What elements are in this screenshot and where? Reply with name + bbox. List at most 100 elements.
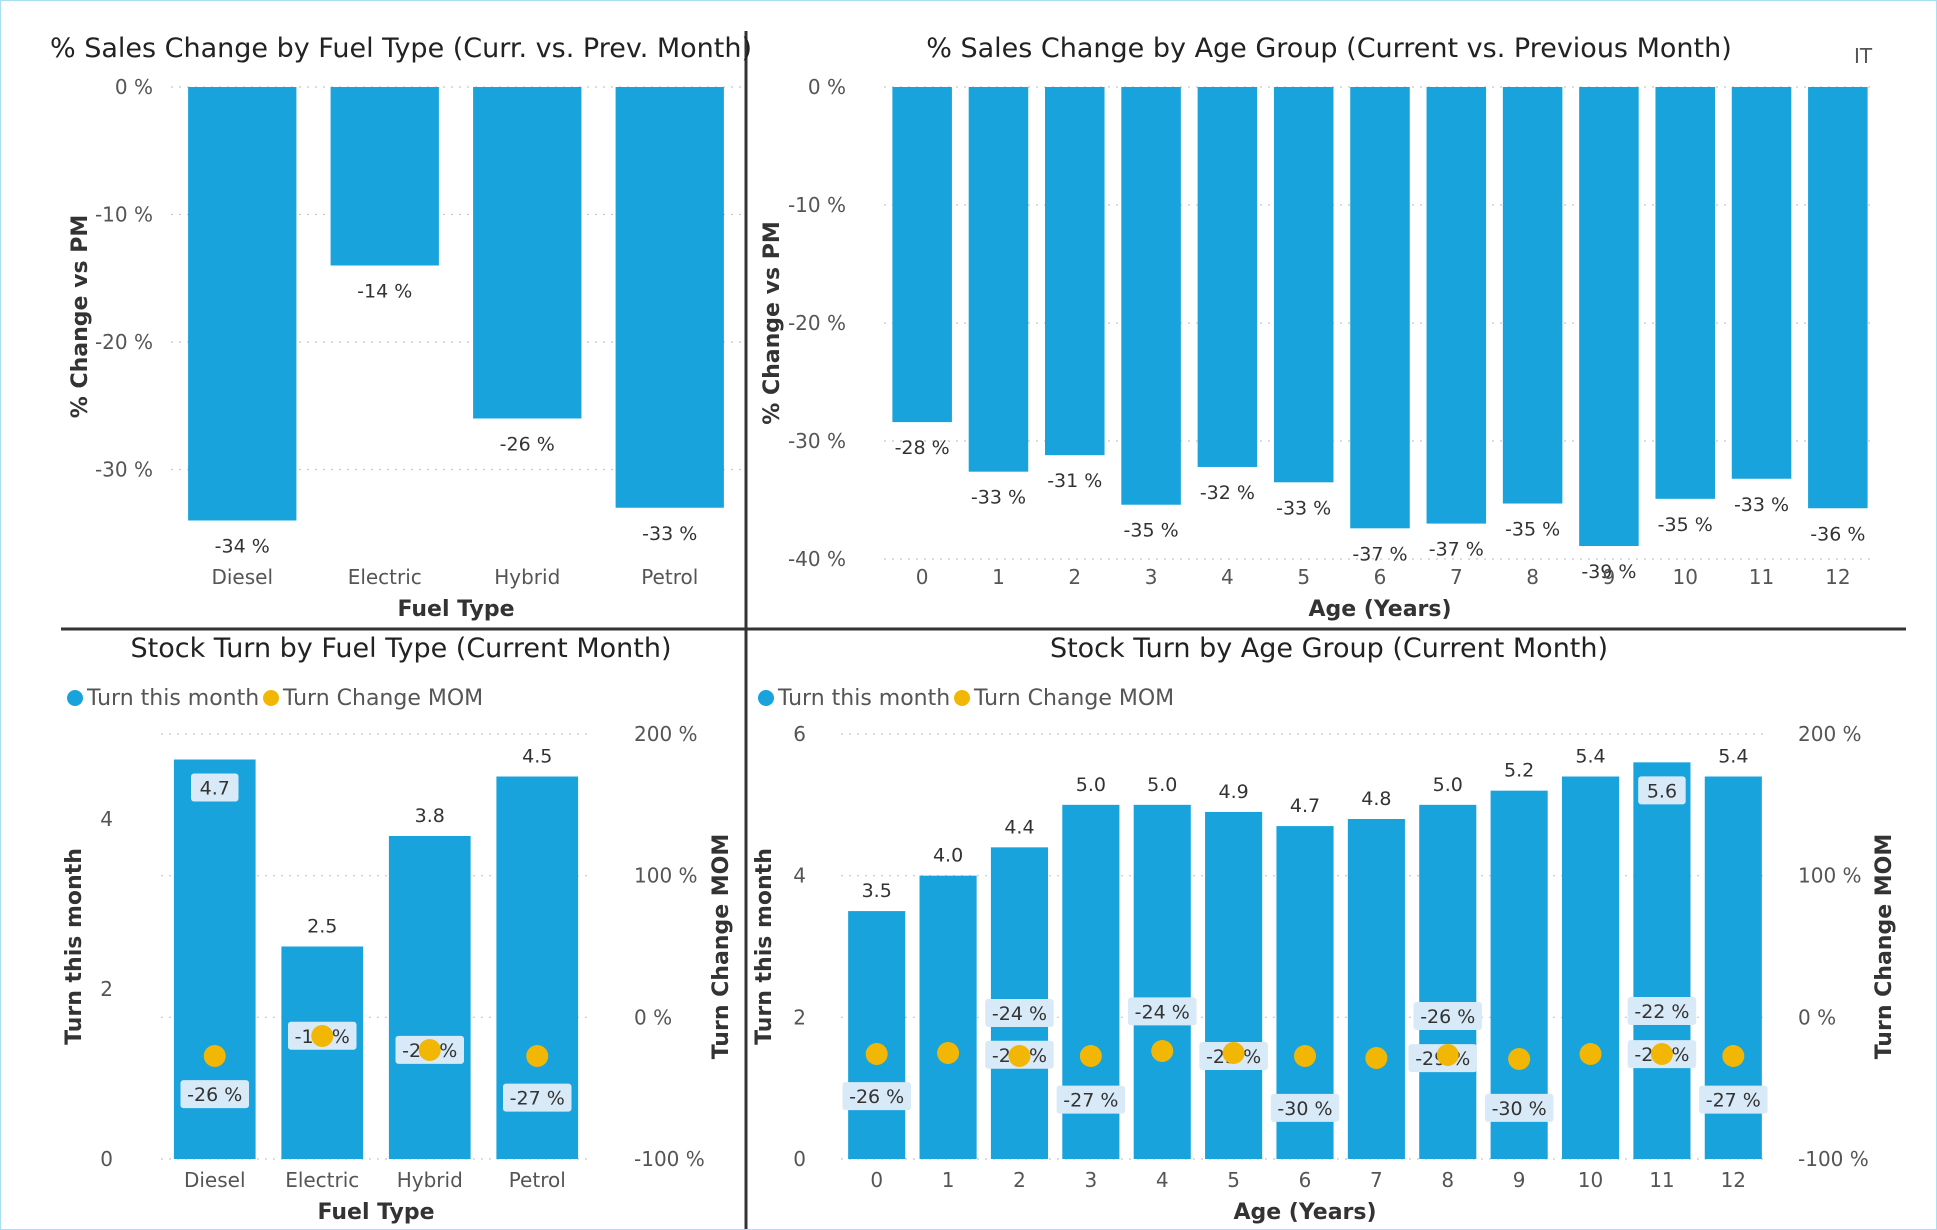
- mom-label-bg: [842, 1082, 911, 1111]
- y2-tick-label: 200 %: [634, 722, 698, 746]
- mom-label: -26 %: [842, 1082, 911, 1111]
- mom-label-bg: [180, 1080, 249, 1109]
- mom-label-text: -27 %: [510, 1088, 565, 1110]
- y-tick-label: 0 %: [808, 75, 846, 99]
- data-label: -35 %: [1124, 520, 1179, 542]
- legend-label-turn: Turn this month: [777, 686, 950, 711]
- mom-dot: [1079, 1045, 1102, 1067]
- mom-dot: [937, 1042, 960, 1064]
- x-tick-label: 5: [1227, 1168, 1240, 1192]
- mom-label-text: -30 %: [1277, 1098, 1332, 1120]
- mom-label: -24 %: [1127, 997, 1197, 1026]
- mom-dot: [1508, 1048, 1531, 1070]
- data-label: 5.4: [1575, 746, 1605, 768]
- x-tick-label: 6: [1299, 1168, 1312, 1192]
- mom-label: -30 %: [1484, 1093, 1554, 1122]
- bar: [330, 87, 439, 266]
- data-label: -36 %: [1810, 523, 1865, 545]
- y2-tick-label: 100 %: [1798, 864, 1862, 888]
- mom-label-text: -24 %: [1135, 1001, 1190, 1023]
- x-tick-label: 12: [1721, 1168, 1746, 1192]
- mom-label: -26 %: [180, 1080, 249, 1109]
- mom-label-text: -22 %: [1634, 1001, 1689, 1023]
- bar: [1633, 762, 1691, 1159]
- bar: [281, 946, 364, 1159]
- y-tick-label: -10 %: [788, 193, 846, 217]
- x-tick-label: Electric: [348, 565, 422, 589]
- mom-dot: [1365, 1047, 1388, 1069]
- mom-dot: [1294, 1045, 1316, 1067]
- legend-label-turn: Turn this month: [86, 686, 259, 711]
- data-label: -33 %: [1276, 497, 1331, 519]
- bar: [1350, 87, 1410, 529]
- mom-dot: [1579, 1043, 1602, 1065]
- x-tick-label: 1: [992, 565, 1005, 589]
- y-axis-title: % Change vs PM: [760, 221, 785, 424]
- chart-2: Stock Turn by Fuel Type (Current Month) T…: [62, 633, 734, 1225]
- bar: [848, 911, 906, 1159]
- mom-label-text: -30 %: [1492, 1098, 1547, 1120]
- data-label: 5.0: [1076, 774, 1106, 796]
- x-tick-label: Petrol: [509, 1168, 566, 1192]
- chart-title: Stock Turn by Age Group (Current Month): [1050, 633, 1608, 664]
- data-label: 4.7: [191, 773, 239, 802]
- chart-0: % Sales Change by Fuel Type (Curr. vs. P…: [50, 33, 752, 622]
- bar: [1133, 804, 1191, 1159]
- mom-label-bg: [1056, 1085, 1126, 1114]
- x-tick-label: 2: [1013, 1168, 1026, 1192]
- data-label: 5.0: [1433, 774, 1463, 796]
- mom-label-text: -24 %: [992, 1003, 1047, 1025]
- chart-title: Stock Turn by Fuel Type (Current Month): [131, 633, 672, 664]
- y-tick-label: 0: [100, 1147, 113, 1171]
- y2-axis-title: Turn Change MOM: [709, 834, 734, 1060]
- bar: [615, 87, 724, 508]
- mom-label: -26 %: [1413, 1002, 1483, 1030]
- mom-label-bg: [1699, 1085, 1768, 1114]
- data-label-bg: [191, 773, 239, 802]
- x-tick-label: 7: [1450, 565, 1463, 589]
- data-label-text: 4.7: [200, 778, 230, 800]
- y2-tick-label: -100 %: [634, 1147, 705, 1171]
- y-tick-label: 2: [100, 977, 113, 1001]
- bar: [1731, 87, 1792, 479]
- mom-dot: [1722, 1045, 1745, 1067]
- mom-dot: [1151, 1040, 1174, 1062]
- y-tick-label: -30 %: [95, 458, 153, 482]
- x-tick-label: 11: [1649, 1168, 1674, 1192]
- x-tick-label: 0: [870, 1168, 883, 1192]
- mom-dot: [418, 1039, 441, 1061]
- y-tick-label: 4: [100, 807, 113, 831]
- x-axis-title: Fuel Type: [397, 597, 514, 622]
- bar: [919, 875, 977, 1159]
- chart-3: Stock Turn by Age Group (Current Month) T…: [752, 633, 1897, 1225]
- bar: [188, 87, 297, 521]
- legend-marker-turn: [758, 690, 774, 706]
- mom-dot: [203, 1045, 226, 1067]
- data-label: -37 %: [1429, 539, 1484, 561]
- data-label: -32 %: [1200, 482, 1255, 504]
- x-tick-label: 10: [1673, 565, 1698, 589]
- data-label: -33 %: [642, 523, 697, 545]
- mom-label-bg: [1627, 997, 1697, 1025]
- mom-label-text: -27 %: [1706, 1090, 1761, 1112]
- data-label: 4.7: [1290, 795, 1320, 817]
- y2-tick-label: 100 %: [634, 864, 698, 888]
- x-tick-label: Petrol: [641, 565, 698, 589]
- mom-dot: [1222, 1042, 1245, 1064]
- x-tick-label: 1: [942, 1168, 955, 1192]
- mom-label-bg: [1270, 1093, 1340, 1122]
- data-label: 5.2: [1504, 760, 1534, 782]
- mom-dot: [865, 1043, 888, 1065]
- x-tick-label: 9: [1513, 1168, 1526, 1192]
- data-label: -14 %: [357, 281, 412, 303]
- mom-dot: [1436, 1044, 1459, 1066]
- y2-tick-label: 0 %: [1798, 1005, 1836, 1029]
- x-tick-label: 8: [1441, 1168, 1454, 1192]
- y-tick-label: -40 %: [788, 547, 846, 571]
- x-axis-title: Age (Years): [1308, 597, 1451, 622]
- mom-label: -27 %: [1056, 1085, 1126, 1114]
- bar: [473, 87, 582, 419]
- corner-label: IT: [1854, 44, 1873, 68]
